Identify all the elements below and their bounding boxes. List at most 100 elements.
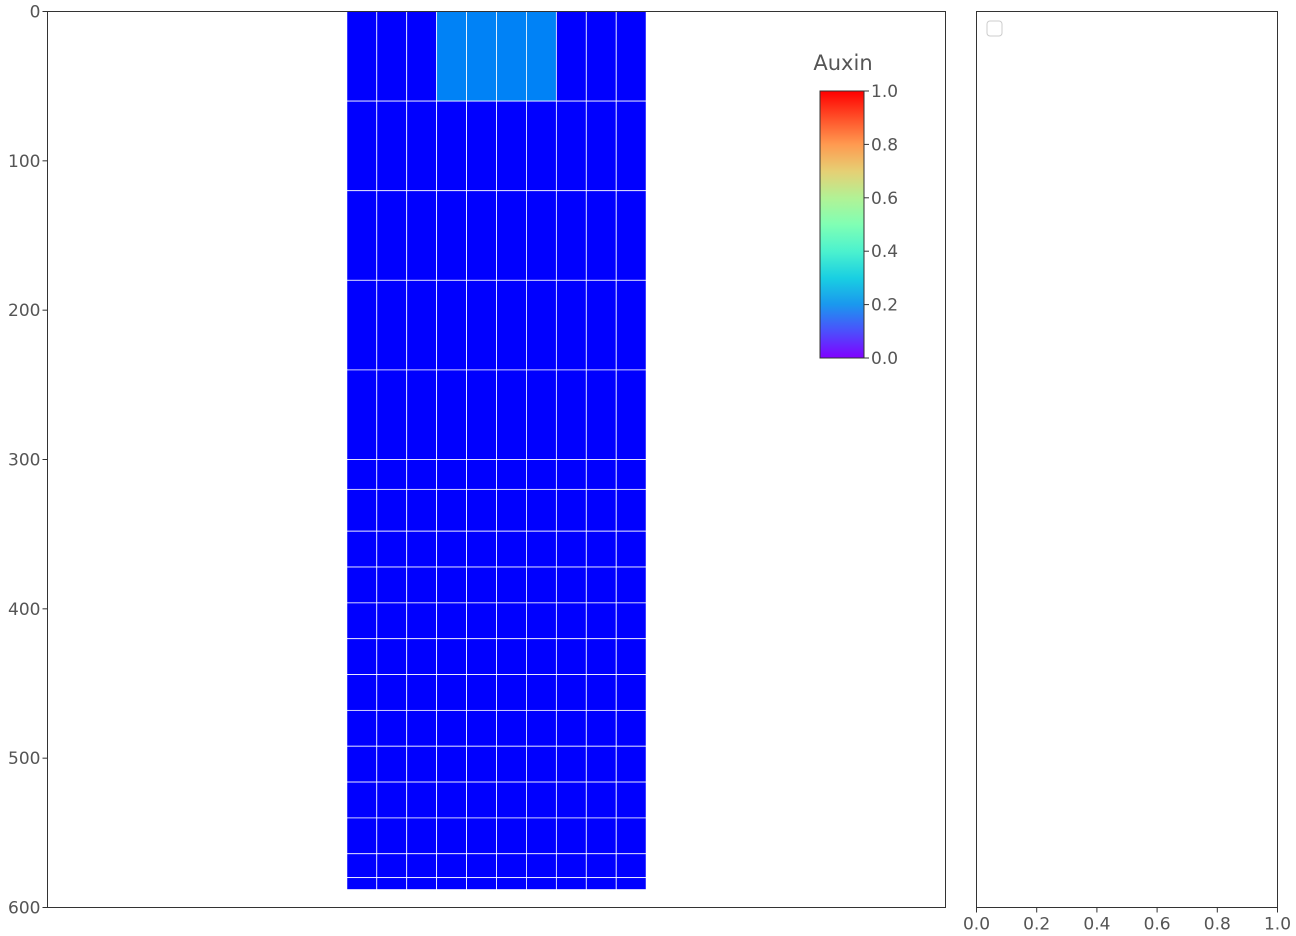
heatmap-cell: [466, 674, 497, 711]
colorbar-ticks: 0.0 0.2 0.4 0.6 0.8 1.0: [864, 82, 898, 369]
heatmap-cell: [436, 11, 467, 102]
heatmap-cell: [406, 817, 438, 855]
heatmap-cell: [555, 11, 587, 102]
heatmap-cell: [526, 100, 557, 192]
heatmap-cell: [436, 817, 467, 855]
heatmap-cell: [526, 459, 557, 490]
heatmap-cell: [376, 674, 408, 711]
heatmap-cell: [346, 190, 378, 281]
heatmap-cell: [555, 100, 587, 192]
heatmap-cell: [466, 853, 497, 879]
heatmap-cell: [526, 369, 557, 460]
colorbar-tick-label: 0.6: [871, 189, 898, 209]
heatmap-cell: [466, 877, 497, 890]
heatmap-cell: [346, 488, 378, 532]
heatmap-cell: [615, 602, 647, 640]
y-tick-label: 300: [8, 451, 40, 471]
heatmap-cell: [585, 190, 617, 281]
y-tick-label: 0: [30, 3, 41, 23]
heatmap-cell: [526, 817, 557, 855]
heatmap-cell: [376, 530, 408, 568]
heatmap-cell: [615, 781, 647, 819]
heatmap-cell: [496, 817, 527, 855]
heatmap-cell: [376, 853, 408, 879]
heatmap-cell: [585, 877, 617, 890]
heatmap-cell: [526, 488, 557, 532]
heatmap-cell: [346, 781, 378, 819]
heatmap-cell: [406, 781, 438, 819]
heatmap-cell: [376, 488, 408, 532]
heatmap-cell: [526, 566, 557, 604]
heatmap-cell: [585, 853, 617, 879]
heatmap-cell: [406, 11, 438, 102]
heatmap-cell: [406, 459, 438, 490]
heatmap-cell: [376, 459, 408, 490]
x-tick-label: 0.2: [1023, 915, 1050, 935]
heatmap-cell: [526, 853, 557, 879]
x-tick-label: 1.0: [1264, 915, 1291, 935]
heatmap-cell: [615, 745, 647, 783]
y-axis-ticks: 0 100 200 300 400 500 600: [8, 3, 48, 919]
heatmap-cell: [555, 602, 587, 640]
heatmap-cell: [585, 817, 617, 855]
heatmap-cell: [555, 459, 587, 490]
heatmap-cell: [466, 459, 497, 490]
heatmap-cell: [436, 279, 467, 371]
x-tick-label: 0.6: [1144, 915, 1171, 935]
heatmap-cell: [376, 279, 408, 371]
y-tick-label: 100: [8, 152, 40, 172]
heatmap-cell: [526, 709, 557, 747]
heatmap-cells: [346, 11, 647, 890]
heatmap-cell: [436, 190, 467, 281]
heatmap-cell: [555, 566, 587, 604]
heatmap-cell: [555, 488, 587, 532]
heatmap-cell: [466, 817, 497, 855]
heatmap-cell: [406, 530, 438, 568]
heatmap-cell: [376, 11, 408, 102]
heatmap-cell: [406, 100, 438, 192]
heatmap-cell: [406, 709, 438, 747]
heatmap-cell: [496, 369, 527, 460]
heatmap-cell: [585, 781, 617, 819]
heatmap-cell: [526, 781, 557, 819]
heatmap-cell: [466, 190, 497, 281]
y-tick-label: 400: [8, 600, 40, 620]
heatmap-cell: [406, 853, 438, 879]
heatmap-cell: [615, 674, 647, 711]
heatmap-cell: [615, 190, 647, 281]
heatmap-cell: [376, 638, 408, 675]
y-tick-label: 200: [8, 301, 40, 321]
heatmap-cell: [346, 602, 378, 640]
x-axis-ticks: 0.0 0.2 0.4 0.6 0.8 1.0: [963, 907, 1291, 935]
heatmap-cell: [376, 566, 408, 604]
heatmap-cell: [466, 279, 497, 371]
colorbar-tick-label: 1.0: [871, 82, 898, 102]
heatmap-cell: [346, 709, 378, 747]
heatmap-cell: [436, 674, 467, 711]
y-tick-label: 500: [8, 749, 40, 769]
heatmap-cell: [436, 877, 467, 890]
heatmap-cell: [406, 190, 438, 281]
heatmap-cell: [466, 781, 497, 819]
colorbar-tick-label: 0.8: [871, 135, 898, 155]
heatmap-cell: [496, 781, 527, 819]
heatmap-cell: [496, 745, 527, 783]
heatmap-cell: [376, 781, 408, 819]
heatmap-cell: [466, 530, 497, 568]
heatmap-cell: [615, 459, 647, 490]
heatmap-cell: [466, 602, 497, 640]
heatmap-cell: [585, 488, 617, 532]
heatmap-cell: [526, 190, 557, 281]
heatmap-cell: [555, 190, 587, 281]
heatmap-cell: [496, 674, 527, 711]
heatmap-cell: [346, 100, 378, 192]
empty-legend-box: [986, 20, 1003, 37]
heatmap-cell: [346, 674, 378, 711]
heatmap-cell: [406, 566, 438, 604]
heatmap-cell: [615, 566, 647, 604]
heatmap-cell: [496, 279, 527, 371]
heatmap-cell: [496, 530, 527, 568]
heatmap-cell: [346, 11, 378, 102]
x-tick-label: 0.4: [1083, 915, 1110, 935]
heatmap-cell: [346, 745, 378, 783]
